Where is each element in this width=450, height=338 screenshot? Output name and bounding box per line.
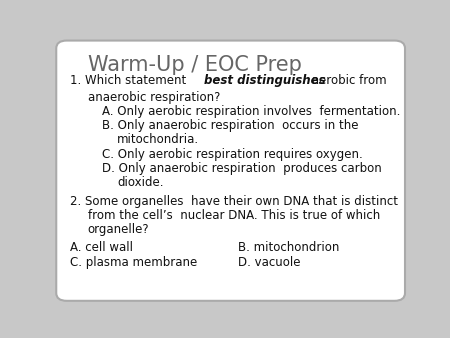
Text: Warm-Up / EOC Prep: Warm-Up / EOC Prep — [88, 55, 302, 75]
Text: D. Only anaerobic respiration  produces carbon: D. Only anaerobic respiration produces c… — [102, 162, 381, 175]
Text: 2. Some organelles  have their own DNA that is distinct: 2. Some organelles have their own DNA th… — [70, 195, 398, 208]
Text: organelle?: organelle? — [88, 223, 149, 236]
Text: mitochondria.: mitochondria. — [117, 134, 199, 146]
Text: anaerobic respiration?: anaerobic respiration? — [88, 91, 220, 103]
FancyBboxPatch shape — [56, 41, 405, 301]
Text: dioxide.: dioxide. — [117, 176, 164, 189]
Text: D. vacuole: D. vacuole — [238, 256, 300, 269]
Text: aerobic from: aerobic from — [308, 74, 387, 88]
Text: best distinguishes: best distinguishes — [204, 74, 325, 88]
Text: from the cell’s  nuclear DNA. This is true of which: from the cell’s nuclear DNA. This is tru… — [88, 209, 380, 222]
Text: A. cell wall: A. cell wall — [70, 241, 133, 255]
Text: C. Only aerobic respiration requires oxygen.: C. Only aerobic respiration requires oxy… — [102, 148, 362, 161]
Text: B. Only anaerobic respiration  occurs in the: B. Only anaerobic respiration occurs in … — [102, 119, 358, 132]
Text: A. Only aerobic respiration involves  fermentation.: A. Only aerobic respiration involves fer… — [102, 105, 400, 118]
Text: B. mitochondrion: B. mitochondrion — [238, 241, 339, 255]
Text: C. plasma membrane: C. plasma membrane — [70, 256, 198, 269]
Text: 1. Which statement: 1. Which statement — [70, 74, 190, 88]
